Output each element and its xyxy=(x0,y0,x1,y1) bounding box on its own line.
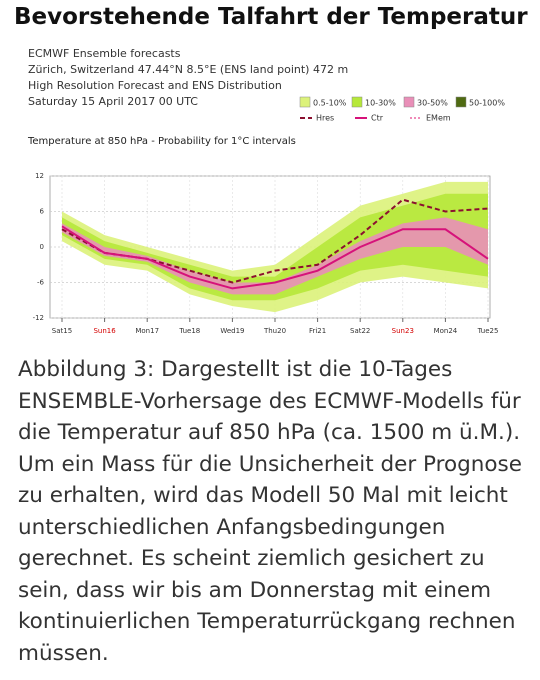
x-tick-label: Tue25 xyxy=(477,327,499,335)
probability-band xyxy=(62,217,488,295)
legend-label: EMem xyxy=(426,114,451,123)
x-tick-label: Wed19 xyxy=(220,327,244,335)
y-tick-label: -6 xyxy=(37,279,45,287)
legend-label: 10-30% xyxy=(365,99,396,108)
x-tick-label: Tue18 xyxy=(178,327,200,335)
legend-label: 30-50% xyxy=(417,99,448,108)
y-tick-label: 0 xyxy=(40,243,44,251)
y-tick-label: 6 xyxy=(40,208,45,216)
x-tick-label: Sat22 xyxy=(350,327,370,335)
legend-label: Ctr xyxy=(371,114,384,123)
x-tick-label: Fri21 xyxy=(309,327,326,335)
series-line xyxy=(61,225,489,290)
legend-swatch xyxy=(455,96,467,108)
x-tick-label: Thu20 xyxy=(263,327,286,335)
x-tick-label: Sun16 xyxy=(93,327,116,335)
series-line xyxy=(61,198,489,284)
legend-swatch xyxy=(351,96,363,108)
legend-label: 50-100% xyxy=(469,99,505,108)
x-tick-label: Sun23 xyxy=(392,327,414,335)
legend-label: Hres xyxy=(316,114,334,123)
y-tick-label: -12 xyxy=(33,314,44,322)
chart: ECMWF Ensemble forecasts Zürich, Switzerl… xyxy=(27,47,505,335)
y-tick-label: 12 xyxy=(35,172,44,180)
x-tick-label: Mon17 xyxy=(135,327,159,335)
subtitle: Temperature at 850 hPa - Probability for… xyxy=(27,136,296,147)
legend-swatch xyxy=(299,96,311,108)
header-line: Zürich, Switzerland 47.44°N 8.5°E (ENS l… xyxy=(28,63,348,76)
x-tick-label: Sat15 xyxy=(52,327,72,335)
header-line: High Resolution Forecast and ENS Distrib… xyxy=(28,79,282,92)
probability-band xyxy=(62,193,488,301)
legend-swatch xyxy=(403,96,415,108)
legend-label: 0.5-10% xyxy=(313,99,347,108)
header-line: Saturday 15 April 2017 00 UTC xyxy=(28,95,198,108)
header-line: ECMWF Ensemble forecasts xyxy=(28,47,181,60)
caption: Abbildung 3: Dargestellt ist die 10-Tage… xyxy=(18,357,522,666)
title: Bevorstehende Talfahrt der Temperatur xyxy=(14,4,528,30)
x-tick-label: Mon24 xyxy=(434,327,458,335)
